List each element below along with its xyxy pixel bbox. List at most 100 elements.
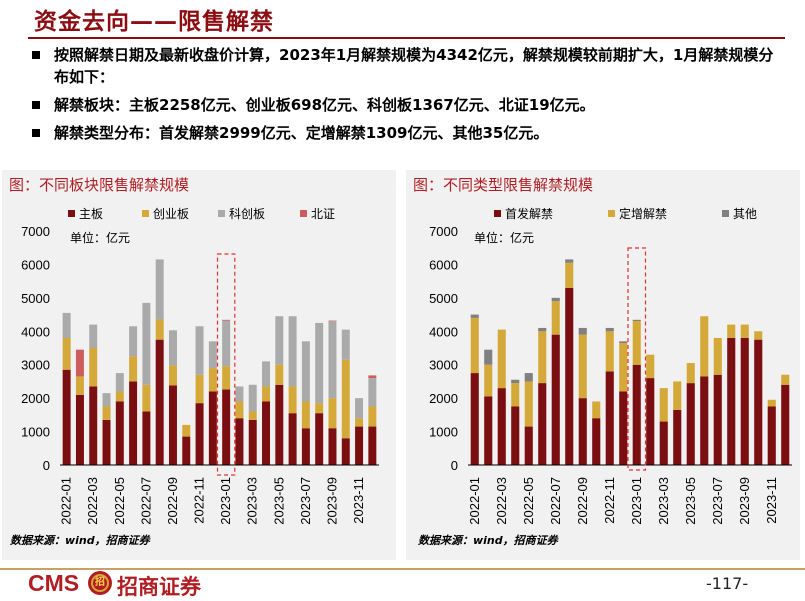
x-tick-label: 2023-07	[298, 477, 313, 525]
highlight-box	[627, 247, 647, 471]
bar-segment	[62, 312, 71, 338]
bar-segment	[102, 406, 111, 420]
x-tick-label: 2022-01	[59, 477, 74, 525]
bar-segment	[275, 364, 284, 385]
bar-segment	[767, 406, 776, 465]
legend-swatch	[68, 210, 75, 217]
bar-segment	[182, 424, 191, 437]
x-tick-label: 2023-11	[351, 477, 366, 524]
bar-segment	[235, 418, 244, 465]
y-tick-label: 6000	[429, 257, 458, 272]
bar-segment	[275, 384, 284, 465]
x-tick-label: 2022-03	[85, 477, 100, 525]
y-tick-label: 5000	[429, 291, 458, 306]
bar-segment	[208, 341, 217, 369]
bar-segment	[511, 383, 520, 407]
x-tick-label: 2023-03	[245, 477, 260, 525]
legend-label: 定增解禁	[619, 206, 667, 221]
legend-label: 科创板	[229, 207, 265, 221]
bar-segment	[470, 317, 479, 374]
bar-segment	[168, 330, 177, 366]
bar-segment	[767, 399, 776, 407]
bar-segment	[511, 379, 520, 384]
bar-segment	[341, 329, 350, 360]
bar-segment	[632, 364, 641, 465]
bar-segment	[248, 411, 257, 420]
y-tick-label: 1000	[429, 425, 458, 440]
bar-segment	[288, 386, 297, 414]
bar-segment	[646, 354, 655, 379]
bar-segment	[470, 314, 479, 318]
bullet-list: 按照解禁日期及最新收盘价计算，2023年1月解禁规模为4342亿元，解禁规模较前…	[32, 44, 777, 150]
board-chart-panel: 主板 创业板 科创板 北证 单位：亿元 0 1000 2000 3000 4000 5000 6000…	[2, 170, 396, 560]
bullet-square-icon	[32, 129, 40, 137]
bar-segment	[155, 339, 164, 465]
bar-segment	[727, 337, 736, 465]
bar-segment	[524, 373, 533, 382]
bar-segment	[142, 302, 151, 385]
x-tick-label: 2022-07	[138, 477, 153, 525]
bar-segment	[538, 327, 547, 332]
bar-segment	[195, 374, 204, 404]
x-tick-label: 2023-01	[629, 477, 644, 525]
y-tick-label: 5000	[21, 291, 50, 306]
company-name: 招商证券	[117, 575, 201, 599]
cms-logo-icon: 招	[88, 571, 112, 595]
bar-segment	[565, 287, 574, 465]
bar-segment	[700, 316, 709, 377]
y-tick-label: 1000	[21, 425, 50, 440]
bar-segment	[115, 391, 124, 402]
bar-segment	[315, 413, 324, 465]
bar-segment	[355, 418, 364, 427]
bar-segment	[781, 384, 790, 465]
bar-segment	[605, 371, 614, 465]
x-tick-label: 2022-11	[602, 477, 617, 524]
bullet-item: 按照解禁日期及最新收盘价计算，2023年1月解禁规模为4342亿元，解禁规模较前…	[32, 44, 777, 88]
bar-segment	[75, 394, 84, 465]
bar-segment	[605, 327, 614, 332]
bar-segment	[208, 391, 217, 465]
x-tick-label: 2023-05	[683, 477, 698, 525]
bar-segment	[565, 262, 574, 288]
bar-segment	[142, 411, 151, 465]
bar-segment	[235, 386, 244, 402]
legend-swatch	[300, 210, 307, 217]
bar-segment	[713, 374, 722, 465]
legend-label: 北证	[311, 207, 335, 221]
bar-segment	[484, 364, 493, 397]
bar-segment	[102, 393, 111, 407]
bar-segment	[686, 363, 695, 384]
bar-segment	[262, 386, 271, 402]
bar-segment	[235, 401, 244, 419]
bar-segment	[288, 316, 297, 387]
bar-segment	[75, 376, 84, 395]
bar-segment	[538, 383, 547, 465]
bar-segment	[89, 386, 98, 465]
title-divider	[28, 37, 785, 39]
bar-segment	[102, 419, 111, 465]
y-tick-label: 3000	[21, 358, 50, 373]
x-tick-label: 2022-01	[467, 477, 482, 525]
legend-swatch	[218, 210, 225, 217]
y-tick-label: 6000	[21, 257, 50, 272]
bar-segment	[222, 320, 231, 367]
x-tick-label: 2023-09	[324, 477, 339, 525]
chart-source: 数据来源：wind，招商证券	[10, 534, 151, 547]
bar-segment	[497, 329, 506, 389]
bar-segment	[659, 421, 668, 465]
bar-segment	[484, 396, 493, 465]
x-tick-label: 2023-03	[656, 477, 671, 525]
bar-segment	[619, 341, 628, 343]
bar-segment	[713, 337, 722, 375]
slide-title: 资金去向——限售解禁	[34, 9, 274, 35]
bar-segment	[262, 401, 271, 465]
bar-segment	[168, 385, 177, 465]
bar-segment	[619, 391, 628, 465]
x-tick-label: 2022-07	[548, 477, 563, 525]
unit-label: 单位：亿元	[474, 230, 534, 245]
bar-segment	[262, 361, 271, 387]
bar-segment	[673, 409, 682, 465]
bar-segment	[565, 259, 574, 263]
bar-segment	[578, 398, 587, 465]
bar-segment	[248, 419, 257, 465]
